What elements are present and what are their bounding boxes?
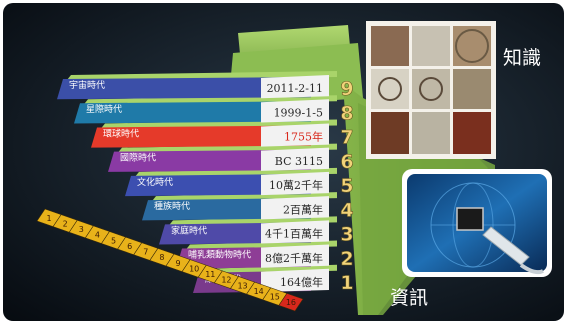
- step-number: 5: [340, 175, 353, 197]
- step-value-label: 8億2千萬年: [265, 251, 323, 265]
- calendar-day-label: 11: [205, 270, 215, 279]
- step-value-plaque: [261, 99, 329, 123]
- calendar-day-label: 14: [254, 287, 264, 296]
- step-band: [57, 77, 311, 100]
- step-era-label: 環球時代: [103, 127, 139, 139]
- pyramid-step-8: 星際時代 1999-1-5 8: [74, 95, 354, 125]
- calendar-day-label: 13: [237, 281, 247, 290]
- step-number: 6: [340, 151, 353, 173]
- step-number: 4: [340, 199, 353, 221]
- glasses-icon: [419, 77, 443, 101]
- step-band: [91, 125, 311, 148]
- step-value-label: 2百萬年: [283, 202, 323, 216]
- glasses-icon: [378, 77, 402, 101]
- information-network-panel: [402, 169, 552, 277]
- step-number: 1: [340, 272, 353, 294]
- step-value-plaque: [261, 220, 329, 244]
- step-number: 9: [340, 78, 353, 100]
- step-band: [108, 149, 311, 172]
- step-value-plaque: [261, 123, 329, 147]
- calendar-day-label: 2: [63, 219, 68, 228]
- calendar-day-label: 16: [286, 298, 296, 307]
- calendar-day-label: 12: [221, 276, 231, 285]
- knowledge-label: 知識: [503, 47, 542, 69]
- globe-icon: [455, 29, 489, 63]
- pyramid-step-6: 國際時代 BC 3115 6: [108, 143, 354, 173]
- slide-frame: 細胞時代164億年1哺乳類動物時代8億2千萬年2家庭時代4千1百萬年3種族時代2…: [3, 3, 564, 321]
- photo-cell: [371, 112, 409, 154]
- step-era-label: 家庭時代: [171, 224, 207, 236]
- step-value-plaque: [261, 244, 329, 268]
- step-era-label: 星際時代: [86, 103, 122, 115]
- pyramid-scene: 細胞時代164億年1哺乳類動物時代8億2千萬年2家庭時代4千1百萬年3種族時代2…: [3, 3, 564, 321]
- calendar-day-label: 3: [79, 225, 84, 234]
- step-band: [74, 101, 311, 124]
- calendar-day-label: 1: [47, 214, 52, 223]
- step-value-label: BC 3115: [275, 155, 323, 168]
- pyramid-step-7: 環球時代 1755年 7: [91, 119, 354, 149]
- step-number: 8: [340, 102, 353, 124]
- photo-cell: [412, 112, 450, 154]
- calendar-day-label: 8: [159, 253, 164, 262]
- ethernet-plug-icon: [482, 226, 530, 266]
- ethernet-cable-icon: [519, 263, 544, 275]
- step-value-plaque: [261, 171, 329, 196]
- photo-cell: [412, 26, 450, 66]
- calendar-cell: [278, 293, 304, 312]
- step-value-label: 1755年: [284, 130, 323, 144]
- step-value-label: 164億年: [280, 275, 323, 289]
- calendar-day-label: 10: [189, 264, 199, 273]
- pyramid-step-5: 文化時代 10萬2千年 5: [125, 167, 354, 197]
- step-value-plaque: [261, 147, 329, 171]
- knowledge-photo-grid: [366, 21, 496, 159]
- photo-cell: [371, 26, 409, 66]
- pyramid-step-2: 哺乳類動物時代 8億2千萬年 2: [176, 240, 354, 270]
- photo-cell: [371, 69, 409, 109]
- step-value-label: 1999-1-5: [274, 106, 323, 119]
- photo-cell: [412, 69, 450, 109]
- pyramid-step-3: 家庭時代 4千1百萬年 3: [159, 216, 354, 246]
- pyramid-step-9: 宇宙時代 2011-2-11 9: [57, 71, 354, 101]
- calendar-day-label: 4: [95, 231, 100, 240]
- step-era-label: 國際時代: [120, 152, 156, 164]
- step-value-label: 10萬2千年: [269, 178, 323, 192]
- photo-cell: [453, 69, 491, 109]
- step-number: 3: [340, 224, 353, 246]
- step-number: 7: [340, 127, 353, 149]
- step-value-plaque: [261, 75, 329, 99]
- step-era-label: 文化時代: [137, 176, 173, 188]
- calendar-day-label: 7: [143, 248, 148, 257]
- pyramid-step-4: 種族時代 2百萬年 4: [142, 192, 354, 222]
- ethernet-port-icon: [456, 207, 484, 231]
- photo-cell: [453, 112, 491, 154]
- step-value-plaque: [261, 196, 329, 220]
- calendar-day-label: 6: [127, 242, 132, 251]
- step-value-label: 4千1百萬年: [265, 227, 323, 241]
- information-label: 資訊: [390, 287, 429, 309]
- photo-cell: [453, 26, 491, 66]
- calendar-day-label: 15: [270, 293, 280, 302]
- step-era-label: 宇宙時代: [69, 79, 105, 91]
- calendar-day-label: 5: [111, 236, 116, 245]
- step-era-label: 種族時代: [154, 200, 190, 212]
- step-value-label: 2011-2-11: [267, 82, 323, 95]
- step-value-plaque: [261, 268, 329, 292]
- step-number: 2: [340, 248, 353, 270]
- calendar-day-label: 9: [176, 259, 181, 268]
- step-era-label: 哺乳類動物時代: [188, 249, 251, 261]
